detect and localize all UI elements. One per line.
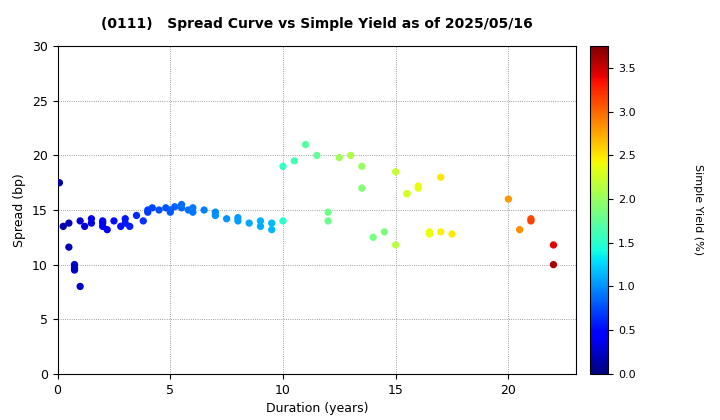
Point xyxy=(165,209,176,215)
Point xyxy=(367,234,379,241)
Point xyxy=(435,174,446,181)
Point xyxy=(390,241,402,248)
Point xyxy=(424,231,436,237)
Point xyxy=(115,223,127,230)
Point xyxy=(266,226,277,233)
Point xyxy=(525,218,536,224)
Point xyxy=(356,163,368,170)
Point xyxy=(289,158,300,164)
Point xyxy=(548,241,559,248)
Point xyxy=(210,212,221,219)
Point xyxy=(68,267,80,273)
Point xyxy=(74,218,86,224)
Point xyxy=(323,218,334,224)
Point xyxy=(63,220,75,226)
Point xyxy=(153,207,165,213)
Point xyxy=(255,218,266,224)
Point xyxy=(58,223,69,230)
Point xyxy=(379,228,390,235)
X-axis label: Duration (years): Duration (years) xyxy=(266,402,368,415)
Point xyxy=(525,215,536,222)
Point xyxy=(277,163,289,170)
Point xyxy=(63,244,75,250)
Point xyxy=(183,207,194,213)
Point xyxy=(74,283,86,290)
Point xyxy=(131,212,143,219)
Point xyxy=(86,220,97,226)
Point xyxy=(232,214,243,221)
Point xyxy=(548,261,559,268)
Point xyxy=(176,201,187,208)
Point xyxy=(255,223,266,230)
Point xyxy=(390,168,402,175)
Point xyxy=(323,209,334,215)
Text: (0111)   Spread Curve vs Simple Yield as of 2025/05/16: (0111) Spread Curve vs Simple Yield as o… xyxy=(101,17,533,31)
Point xyxy=(102,226,113,233)
Point xyxy=(333,154,345,161)
Point xyxy=(413,185,424,192)
Point xyxy=(138,218,149,224)
Point xyxy=(146,205,158,211)
Point xyxy=(142,209,153,215)
Point xyxy=(68,265,80,271)
Point xyxy=(187,205,199,211)
Point xyxy=(356,185,368,192)
Point xyxy=(345,152,356,159)
Point xyxy=(86,215,97,222)
Point xyxy=(243,220,255,226)
Point xyxy=(187,209,199,215)
Point xyxy=(97,218,109,224)
Point xyxy=(446,231,458,237)
Point xyxy=(124,223,135,230)
Point xyxy=(198,207,210,213)
Point xyxy=(277,218,289,224)
Point xyxy=(435,228,446,235)
Point xyxy=(311,152,323,159)
Point xyxy=(424,228,436,235)
Point xyxy=(54,179,66,186)
Point xyxy=(401,190,413,197)
Point xyxy=(176,205,187,211)
Point xyxy=(210,209,221,215)
Point xyxy=(79,223,91,230)
Point xyxy=(120,215,131,222)
Point xyxy=(169,203,181,210)
Point xyxy=(232,218,243,224)
Point xyxy=(300,141,311,148)
Point xyxy=(108,218,120,224)
Point xyxy=(160,205,171,211)
Point xyxy=(266,220,277,226)
Point xyxy=(165,207,176,213)
Point xyxy=(503,196,514,202)
Point xyxy=(97,220,109,226)
Point xyxy=(221,215,233,222)
Point xyxy=(68,261,80,268)
Y-axis label: Spread (bp): Spread (bp) xyxy=(14,173,27,247)
Point xyxy=(401,190,413,197)
Point xyxy=(413,183,424,189)
Point xyxy=(142,207,153,213)
Point xyxy=(97,223,109,230)
Point xyxy=(514,226,526,233)
Text: Simple Yield (%): Simple Yield (%) xyxy=(693,165,703,255)
Point xyxy=(120,220,131,226)
